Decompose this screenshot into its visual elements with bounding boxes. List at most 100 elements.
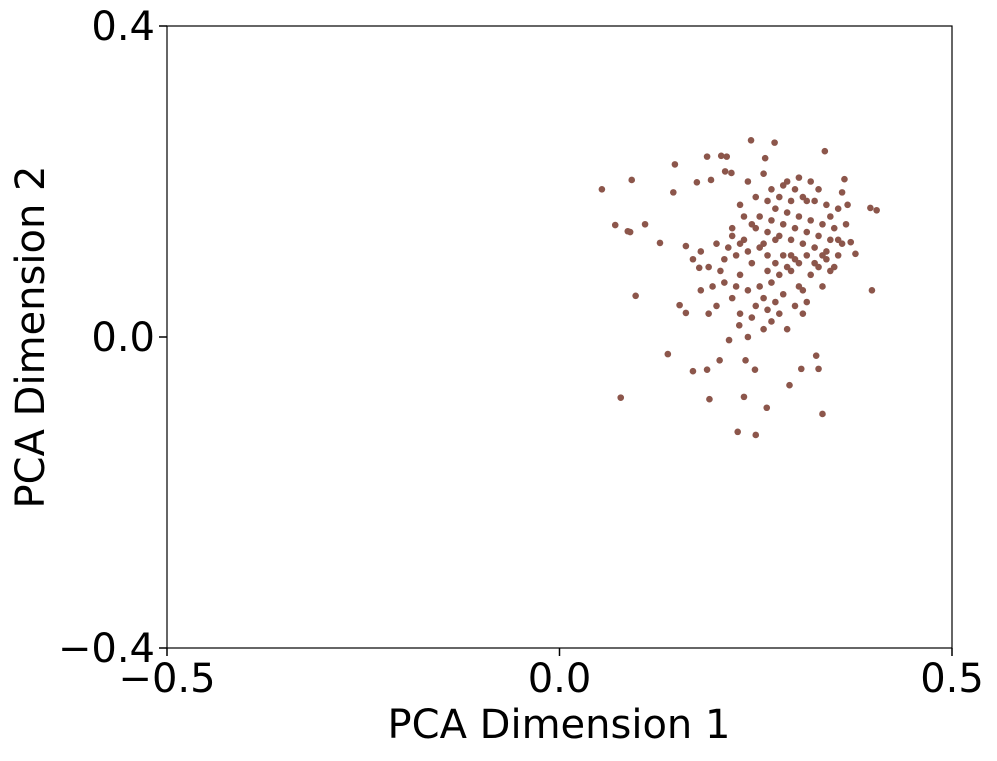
point xyxy=(736,271,744,279)
point xyxy=(740,236,748,244)
point xyxy=(795,259,803,267)
point xyxy=(693,178,701,186)
point xyxy=(815,365,822,373)
point xyxy=(819,410,826,418)
point xyxy=(795,213,803,220)
point xyxy=(776,310,783,317)
point xyxy=(867,204,874,212)
point xyxy=(728,169,735,177)
point xyxy=(752,431,760,439)
point xyxy=(732,283,740,290)
point xyxy=(703,366,711,373)
point xyxy=(819,283,826,290)
point xyxy=(732,252,740,259)
point xyxy=(787,236,795,244)
point xyxy=(695,264,703,272)
point xyxy=(713,302,720,310)
x-tick-label: 0.0 xyxy=(528,656,592,702)
point xyxy=(852,250,859,258)
point xyxy=(641,220,649,228)
point xyxy=(744,333,752,341)
point xyxy=(756,283,763,290)
point xyxy=(771,139,778,146)
point xyxy=(689,255,697,263)
point xyxy=(734,428,741,436)
point xyxy=(807,178,814,185)
point xyxy=(744,178,752,185)
point xyxy=(705,263,712,271)
point xyxy=(703,153,711,160)
point xyxy=(834,252,842,259)
point xyxy=(844,201,851,209)
point xyxy=(721,168,729,175)
point xyxy=(740,393,748,401)
point xyxy=(697,287,705,294)
point xyxy=(768,279,775,286)
point xyxy=(713,240,720,247)
point xyxy=(811,244,818,251)
point xyxy=(807,271,814,279)
point xyxy=(772,236,779,244)
point xyxy=(735,322,743,329)
point xyxy=(811,197,818,205)
point xyxy=(786,381,793,389)
x-tick-label: −0.5 xyxy=(118,656,215,702)
point xyxy=(760,294,767,302)
point xyxy=(764,252,771,259)
point xyxy=(791,185,799,193)
point xyxy=(751,366,759,373)
point xyxy=(873,206,880,214)
point xyxy=(779,182,787,189)
point xyxy=(834,236,842,244)
point xyxy=(834,205,842,213)
point xyxy=(787,197,795,205)
point xyxy=(760,325,767,333)
point xyxy=(772,298,779,306)
point xyxy=(724,244,732,251)
point xyxy=(768,185,775,193)
point xyxy=(716,357,723,364)
point xyxy=(736,201,744,209)
point xyxy=(721,255,728,263)
point xyxy=(764,197,771,205)
point xyxy=(783,325,791,333)
point xyxy=(847,238,855,246)
point xyxy=(752,302,760,310)
point xyxy=(756,213,763,220)
point xyxy=(670,189,677,196)
y-tick-label: 0.4 xyxy=(91,4,155,50)
point xyxy=(736,310,744,317)
point xyxy=(779,220,787,228)
point xyxy=(779,290,787,298)
point xyxy=(598,185,606,193)
plot-frame xyxy=(166,25,953,649)
point xyxy=(841,175,848,183)
point xyxy=(772,205,779,213)
point xyxy=(827,267,834,275)
point xyxy=(819,252,826,259)
point xyxy=(760,170,767,178)
point xyxy=(723,153,731,160)
point xyxy=(763,404,771,412)
point xyxy=(791,224,799,232)
point xyxy=(764,228,771,236)
point xyxy=(811,259,818,267)
point xyxy=(617,394,625,401)
point xyxy=(797,365,805,373)
point xyxy=(830,224,838,232)
point xyxy=(803,252,811,259)
point xyxy=(827,236,834,244)
point xyxy=(752,193,760,201)
point xyxy=(725,336,733,344)
point xyxy=(819,220,826,228)
point xyxy=(728,294,736,302)
point xyxy=(697,248,705,255)
point xyxy=(748,220,756,228)
point xyxy=(689,367,697,375)
point xyxy=(742,357,749,364)
point xyxy=(787,252,795,259)
point xyxy=(611,221,619,229)
point xyxy=(682,309,690,317)
